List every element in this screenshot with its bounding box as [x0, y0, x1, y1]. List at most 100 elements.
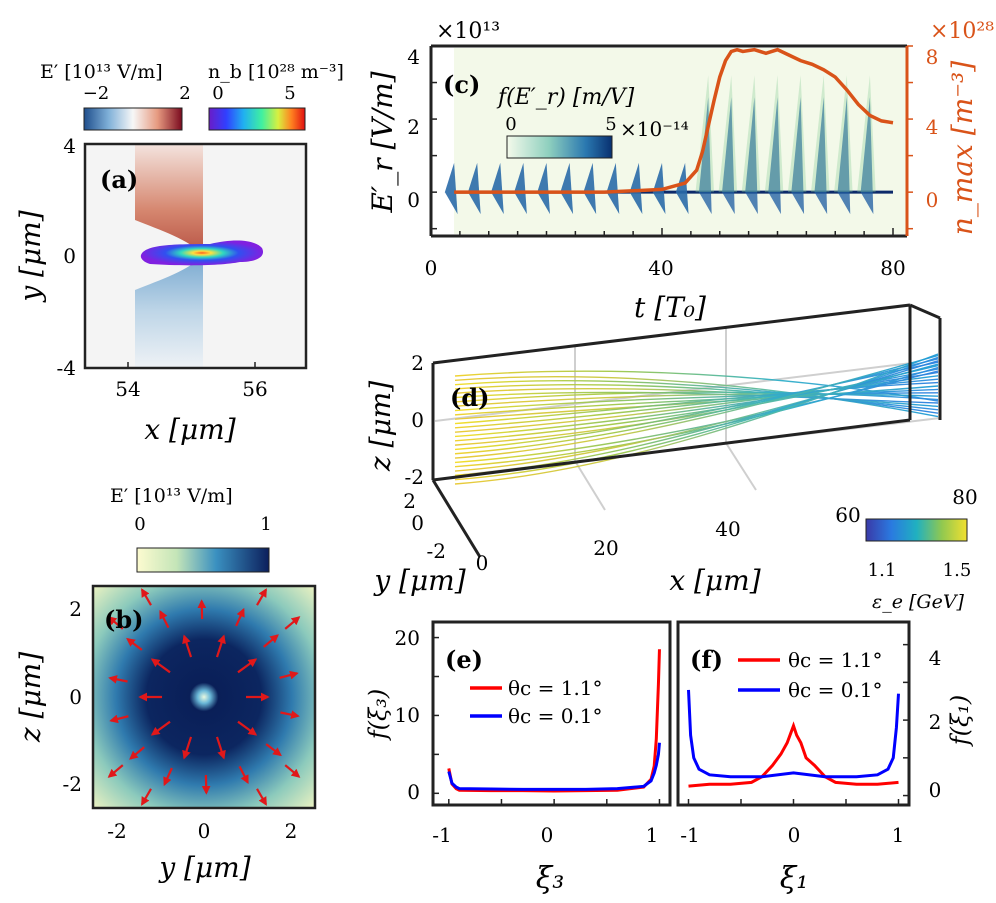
panel-b-colorbar-tick-max: 1 — [260, 514, 271, 535]
field-spike — [745, 97, 758, 215]
electron-trajectory — [454, 361, 939, 451]
field-spike — [583, 162, 597, 215]
electron-trajectory — [454, 387, 939, 408]
panel-c-colorbar — [506, 135, 613, 159]
panel-e-xtick-label: 0 — [541, 823, 554, 847]
field-spike-halo — [718, 75, 738, 193]
panel-d-ztick: 2 — [411, 351, 424, 375]
electron-trajectory — [454, 354, 939, 459]
panel-d-box-frame — [431, 303, 942, 558]
panel-a-label: (a) — [100, 165, 138, 194]
panel-a-colorbar1-tick-max: 2 — [179, 83, 190, 104]
panel-b-xtick-label: 2 — [285, 819, 298, 843]
panel-b-colorbar-tick-min: 0 — [134, 514, 145, 535]
electron-trajectory — [454, 370, 939, 464]
panel-e-ylabel: f(ξ₃) — [364, 689, 392, 741]
panel-d-xtick: 40 — [715, 517, 740, 541]
field-arrow — [141, 588, 152, 606]
electron-trajectory — [454, 363, 939, 472]
field-arrow — [237, 720, 258, 736]
panel-e-ticks — [433, 636, 661, 805]
series-line-blue — [687, 689, 900, 779]
panel-b-colorbar-label: E′ [10¹³ V/m] — [110, 485, 233, 507]
field-arrow — [265, 743, 282, 757]
panel-c-xtick-label: 40 — [648, 256, 673, 280]
panel-c-ytick-left: 2 — [407, 115, 420, 139]
electron-trajectory — [454, 388, 939, 416]
field-arrow — [107, 764, 124, 778]
panel-a-ytick-label: 4 — [63, 134, 76, 158]
panel-f-ytick-label: 2 — [929, 710, 942, 734]
field-spike — [491, 162, 504, 215]
panel-c-right-multiplier: ×10²⁸ — [930, 19, 994, 44]
panel-c-ytick-left: 4 — [407, 45, 420, 69]
panel-d-label: (d) — [450, 383, 490, 412]
panel-f-legend-blue: θc = 0.1° — [788, 678, 883, 702]
panel-d-colorbar-tick: 1.1 — [868, 560, 897, 581]
electron-trajectory — [454, 380, 939, 414]
panel-a-beam-density — [140, 240, 264, 266]
panel-f-xtick-label: 1 — [892, 823, 905, 847]
electron-trajectory — [454, 392, 939, 412]
panel-d-ytick: 0 — [411, 511, 424, 535]
panel-d-ytick: 2 — [403, 489, 416, 513]
electron-trajectory — [454, 384, 939, 411]
panel-a-xlabel: x [μm] — [144, 413, 235, 446]
field-arrow — [238, 765, 249, 785]
field-spike — [560, 162, 574, 215]
panel-f-series — [687, 689, 900, 788]
panel-e-legend-red: θc = 1.1° — [508, 676, 603, 700]
panel-c-colorbar-label: f(E′_r) [m/V] — [496, 85, 635, 110]
panel-c-ytick-right: 0 — [926, 188, 939, 212]
panel-a-ytick-label: 0 — [63, 244, 76, 268]
panel-c-ytick-right: 4 — [926, 115, 939, 139]
electron-trajectory — [454, 356, 939, 481]
field-spike — [514, 162, 527, 215]
field-arrow — [141, 788, 152, 806]
panel-d-zlabel: z [μm] — [364, 381, 397, 472]
electron-trajectory — [454, 358, 939, 455]
field-spike — [537, 162, 550, 215]
panel-d-xtick: 80 — [952, 485, 977, 509]
panel-a-ylabel: y [μm] — [14, 210, 47, 303]
panel-a-field-positive — [135, 144, 203, 255]
panel-f-ylabel: f(ξ₁) — [946, 695, 974, 747]
field-arrow — [256, 588, 267, 606]
electron-trajectory — [454, 393, 939, 407]
electron-trajectory — [454, 371, 939, 438]
field-arrow — [150, 658, 171, 674]
panel-c-ylabel-right: n_max [m⁻³] — [946, 61, 979, 235]
panel-d-colorbar — [865, 518, 968, 542]
panel-c-ticks — [430, 45, 913, 236]
field-arrow — [256, 788, 267, 806]
panel-c-ylabel-left: E′_r [V/m] — [366, 71, 399, 213]
field-arrow — [263, 634, 279, 648]
panel-d-xtick: 60 — [835, 503, 860, 527]
panel-c-series — [454, 47, 894, 194]
panel-c-label: (c) — [443, 70, 480, 99]
panel-c-xlabel: t [T₀] — [634, 291, 706, 324]
panel-b-field-arrows — [107, 588, 301, 806]
panel-d-ztick: -2 — [405, 465, 424, 489]
panel-a-colorbar2-tick-min: 0 — [212, 83, 223, 104]
field-arrow — [163, 767, 173, 787]
panel-e-plot-bg — [433, 622, 670, 805]
field-arrow — [284, 616, 301, 630]
field-spike-halo — [741, 75, 761, 193]
panel-e-frame — [431, 620, 672, 807]
panel-a-frame — [83, 142, 308, 370]
field-spike — [837, 97, 851, 215]
panel-d-xtick: 0 — [476, 551, 489, 575]
panel-c: ×10¹³ ×10²⁸ (c) f(E′_r) [m/V] 0 5 ×10⁻¹⁴… — [366, 19, 994, 324]
panel-d-xtick: 20 — [593, 536, 618, 560]
panel-f-ytick-label: 0 — [929, 778, 942, 802]
field-arrow — [182, 634, 193, 658]
panel-f-xlabel: ξ₁ — [780, 861, 809, 896]
panel-a-colorbar2 — [208, 107, 306, 131]
field-spike — [860, 97, 874, 215]
panel-f-label: (f) — [690, 645, 723, 674]
panel-b-label: (b) — [104, 605, 144, 634]
field-arrow — [126, 637, 143, 651]
panel-a-colorbar1-tick-min: −2 — [83, 83, 110, 104]
panel-e-label: (e) — [445, 645, 483, 674]
